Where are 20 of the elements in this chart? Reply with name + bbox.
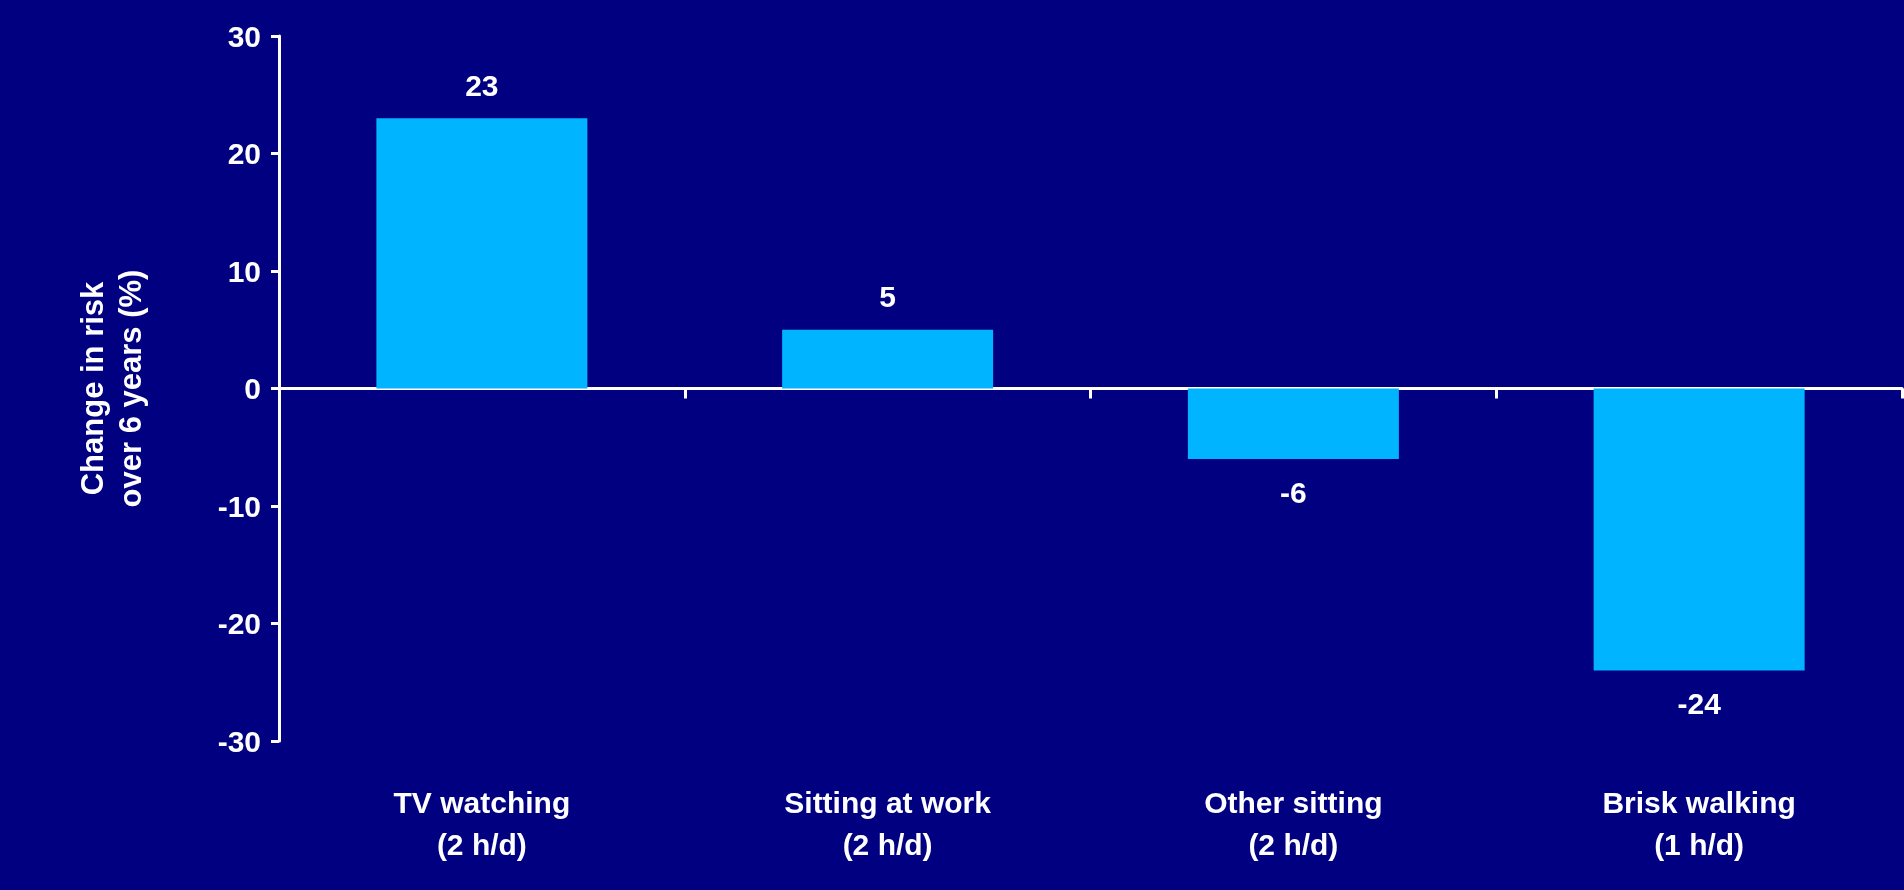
y-tick-label: -10 (217, 489, 261, 523)
y-tick-label: 10 (227, 254, 261, 288)
y-tick-label: -20 (217, 607, 261, 640)
bar (376, 118, 588, 389)
bar (1187, 388, 1399, 459)
bar (1593, 388, 1805, 671)
y-tick-label: 30 (227, 19, 261, 53)
y-tick-label: -30 (217, 724, 261, 758)
y-tick-label: 20 (227, 137, 261, 170)
x-tick-label: TV watching (2 h/d) (393, 785, 571, 861)
y-tick-label: 0 (244, 372, 261, 405)
bar (782, 329, 994, 389)
x-tick-label: Other sitting (2 h/d) (1204, 785, 1383, 861)
data-label: 23 (465, 68, 499, 102)
x-tick-label: Sitting at work (2 h/d) (784, 785, 992, 861)
x-tick-label: Brisk walking (1 h/d) (1602, 785, 1796, 861)
data-label: -6 (1280, 475, 1307, 509)
data-label: -24 (1677, 687, 1722, 720)
y-axis-title: Change in risk over 6 years (%) (74, 269, 148, 508)
data-label: 5 (879, 280, 896, 314)
